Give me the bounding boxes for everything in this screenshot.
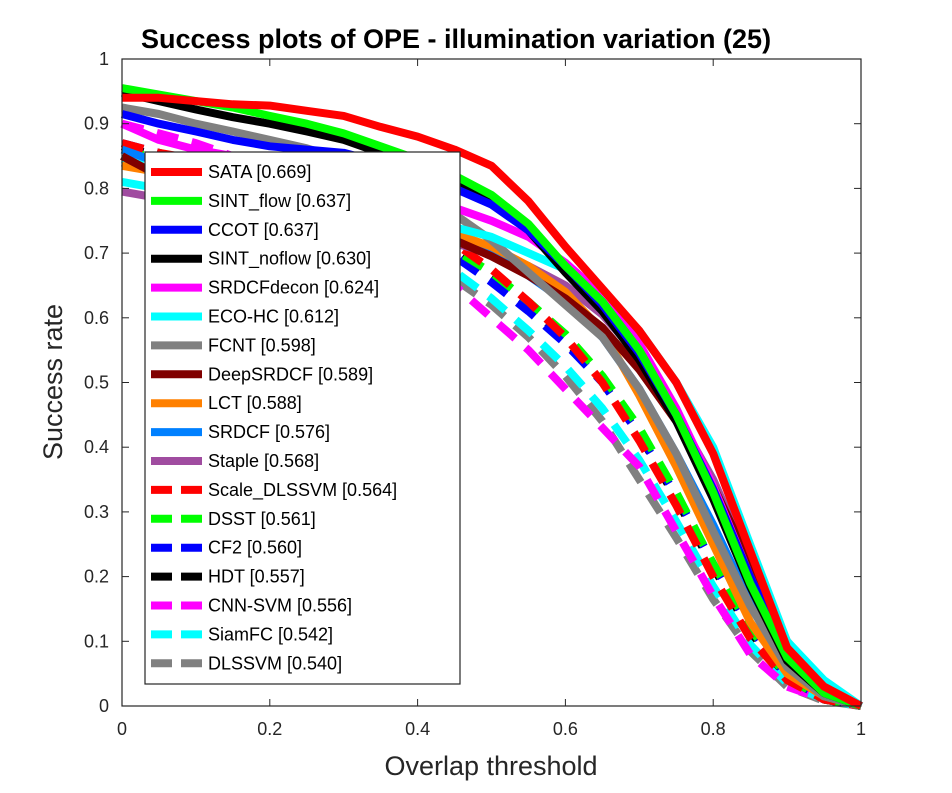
legend-entry: Scale_DLSSVM [0.564]: [151, 480, 397, 501]
y-tick-label: 0.7: [84, 243, 109, 263]
x-tick-label: 0.2: [257, 719, 282, 739]
axis-ticks: 0 0.2 0.4 0.6 0.8 1 0 0.1 0.2 0.3 0.4 0.5 0.6 0.7 0.8 0…: [84, 49, 866, 739]
legend-entry: CNN-SVM [0.556]: [151, 596, 352, 616]
legend-entry: SATA [0.669]: [151, 162, 311, 182]
legend-label: CCOT [0.637]: [208, 220, 319, 240]
legend-label: DSST [0.561]: [208, 509, 316, 529]
x-tick-label: 0.6: [553, 719, 578, 739]
legend-box: [144, 151, 461, 685]
legend-entry: DLSSVM [0.540]: [151, 653, 342, 673]
y-tick-label: 0.2: [84, 567, 109, 587]
legend-entry: CCOT [0.637]: [151, 220, 319, 240]
legend-label: SINT_flow [0.637]: [208, 191, 351, 212]
legend-label: SATA [0.669]: [208, 162, 311, 182]
legend-entry: SRDCFdecon [0.624]: [151, 278, 379, 298]
legend-label: FCNT [0.598]: [208, 335, 316, 355]
legend-entry: DeepSRDCF [0.589]: [151, 364, 373, 384]
y-tick-label: 0: [99, 696, 109, 716]
legend-entry: HDT [0.557]: [151, 567, 305, 587]
y-tick-label: 0.5: [84, 373, 109, 393]
legend-entry: FCNT [0.598]: [151, 335, 316, 355]
legend-entry: DSST [0.561]: [151, 509, 316, 529]
series-line-1: [122, 93, 863, 710]
legend-entry: ECO-HC [0.612]: [151, 307, 339, 327]
y-tick-label: 0.8: [84, 178, 109, 198]
series-line-2: [121, 84, 863, 710]
legend: SATA [0.669] SINT_flow [0.637] CCOT [0.637…: [144, 151, 461, 685]
y-tick-label: 1: [99, 49, 109, 69]
legend-label: HDT [0.557]: [208, 567, 305, 587]
chart-title: Success plots of OPE - illumination vari…: [141, 24, 771, 54]
y-axis-label: Success rate: [38, 304, 68, 460]
legend-label: SRDCF [0.576]: [208, 422, 330, 442]
legend-label: DeepSRDCF [0.589]: [208, 364, 373, 384]
legend-label: SINT_noflow [0.630]: [208, 249, 371, 270]
legend-label: CNN-SVM [0.556]: [208, 596, 352, 616]
legend-label: SRDCFdecon [0.624]: [208, 278, 379, 298]
legend-label: CF2 [0.560]: [208, 538, 302, 558]
x-tick-label: 1: [856, 719, 866, 739]
legend-label: Scale_DLSSVM [0.564]: [208, 480, 397, 501]
x-tick-label: 0.8: [701, 719, 726, 739]
y-tick-label: 0.1: [84, 631, 109, 651]
y-tick-label: 0.4: [84, 437, 109, 457]
legend-entry: Staple [0.568]: [151, 451, 319, 471]
legend-entry: LCT [0.588]: [151, 393, 302, 413]
legend-label: ECO-HC [0.612]: [208, 307, 339, 327]
legend-entry: SINT_flow [0.637]: [151, 191, 351, 212]
y-tick-label: 0.6: [84, 308, 109, 328]
legend-label: Staple [0.568]: [208, 451, 319, 471]
legend-entry: SiamFC [0.542]: [151, 624, 333, 644]
legend-label: LCT [0.588]: [208, 393, 302, 413]
legend-label: SiamFC [0.542]: [208, 624, 333, 644]
legend-entry: CF2 [0.560]: [151, 538, 302, 558]
x-tick-label: 0.4: [405, 719, 430, 739]
y-tick-label: 0.3: [84, 502, 109, 522]
legend-entry: SRDCF [0.576]: [151, 422, 330, 442]
legend-entry: SINT_noflow [0.630]: [151, 249, 371, 270]
legend-label: DLSSVM [0.540]: [208, 653, 342, 673]
x-tick-label: 0: [117, 719, 127, 739]
x-axis-label: Overlap threshold: [384, 751, 597, 781]
y-tick-label: 0.9: [84, 114, 109, 134]
